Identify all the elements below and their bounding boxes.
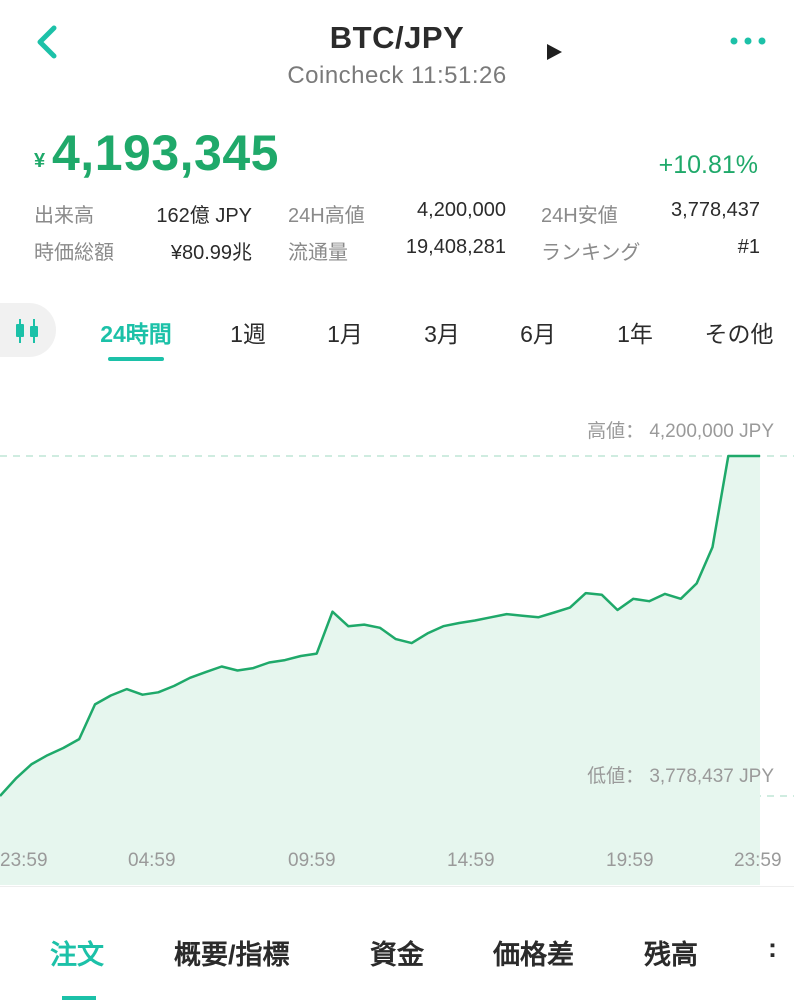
tab-1y[interactable]: 1年 [617, 321, 653, 347]
more-dots-icon[interactable] [728, 32, 768, 50]
bottom-tab-bar [0, 886, 794, 1001]
bottom-tab-funds[interactable]: 資金 [370, 940, 424, 970]
x-tick-label: 09:59 [288, 850, 336, 871]
stat-label-supply: 流通量 [288, 242, 348, 264]
stat-value-24h-high: 4,200,000 [417, 199, 506, 221]
tab-1m[interactable]: 1月 [327, 321, 363, 347]
high-price-label: 高値： 4,200,000 JPY [587, 421, 774, 442]
x-tick-label: 04:59 [128, 850, 176, 871]
page-title: BTC/JPY [329, 20, 465, 55]
tab-other[interactable]: その他 [704, 321, 774, 347]
tab-3m[interactable]: 3月 [424, 321, 460, 347]
price-change: +10.81% [658, 151, 758, 179]
play-icon[interactable] [544, 42, 564, 62]
stat-label-market-cap: 時価総額 [34, 242, 114, 264]
x-tick-label: 14:59 [447, 850, 495, 871]
exchange-time: Coincheck 11:51:26 [287, 62, 507, 89]
bottom-tab-more[interactable]: : [768, 933, 777, 963]
price-area-fill [0, 456, 760, 885]
price-line [0, 454, 760, 797]
bottom-tab-price-diff[interactable]: 価格差 [493, 940, 574, 970]
bottom-tab-overview[interactable]: 概要/指標 [174, 940, 290, 970]
stat-value-volume: 162億 JPY [156, 205, 252, 227]
tab-1w[interactable]: 1週 [230, 321, 266, 347]
low-price-label: 低値： 3,778,437 JPY [587, 766, 774, 787]
stat-label-24h-high: 24H高値 [288, 205, 365, 227]
x-tick-label: 19:59 [606, 850, 654, 871]
stat-value-ranking: #1 [737, 236, 760, 258]
x-tick-label: 23:59 [0, 850, 48, 871]
x-tick-label: 23:59 [734, 850, 782, 871]
bottom-tab-balance[interactable]: 残高 [644, 940, 698, 970]
active-tab-indicator [108, 357, 164, 361]
currency-mark: ¥ [34, 150, 46, 172]
tab-24h[interactable]: 24時間 [100, 321, 172, 347]
bottom-tab-order[interactable]: 注文 [50, 940, 104, 970]
stat-value-market-cap: ¥80.99兆 [170, 242, 252, 264]
chevron-left-icon[interactable] [28, 22, 68, 62]
tab-6m[interactable]: 6月 [520, 321, 556, 347]
stat-label-volume: 出来高 [34, 205, 94, 227]
price-chart[interactable] [0, 380, 794, 885]
stat-label-ranking: ランキング [541, 242, 641, 264]
candlestick-icon [16, 319, 38, 343]
stat-label-24h-low: 24H安値 [541, 205, 618, 227]
candlestick-toggle-button[interactable] [0, 303, 56, 357]
stat-value-24h-low: 3,778,437 [671, 199, 760, 221]
current-price: 4,193,345 [52, 125, 279, 181]
stat-value-supply: 19,408,281 [405, 236, 506, 258]
bottom-active-indicator [62, 996, 96, 1000]
